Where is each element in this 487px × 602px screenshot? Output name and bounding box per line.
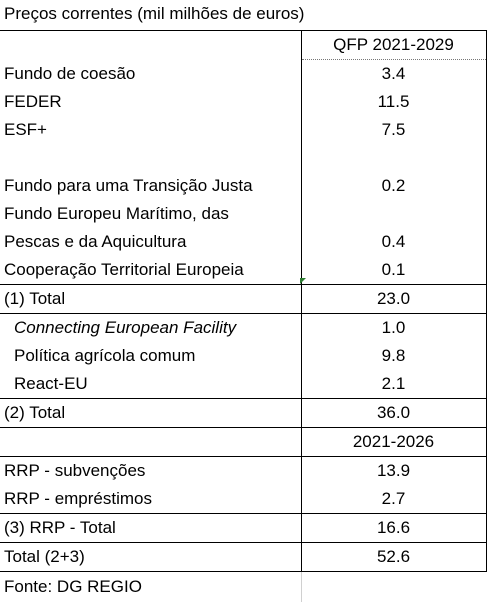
table-row: Fundo Europeu Marítimo, das: [0, 200, 486, 228]
spacer-value-cell: [301, 144, 486, 172]
subtotal-value: 23.0: [301, 285, 486, 314]
table-row: RRP - empréstimos 2.7: [0, 485, 486, 514]
subtotal-label: (1) Total: [0, 285, 301, 314]
table-row: Fundo para uma Transição Justa 0.2: [0, 172, 486, 200]
cell-comment-indicator: [300, 278, 306, 284]
table-row: React-EU 2.1: [0, 370, 486, 399]
grand-total-row: Total (2+3) 52.6: [0, 543, 486, 572]
row-label: ESF+: [0, 116, 301, 144]
header-period-cell: QFP 2021-2029: [301, 31, 486, 60]
subtotal-label: (3) RRP - Total: [0, 514, 301, 543]
table-row: Política agrícola comum 9.8: [0, 342, 486, 370]
table-row: FEDER 11.5: [0, 88, 486, 116]
subtotal-label: (2) Total: [0, 399, 301, 428]
row-label: Pescas e da Aquicultura: [0, 228, 301, 256]
table-row: Connecting European Facility 1.0: [0, 314, 486, 343]
row-value: 1.0: [301, 314, 486, 343]
row-value: 2.1: [301, 370, 486, 399]
header-period-cell: 2021-2026: [301, 428, 486, 457]
row-value: 9.8: [301, 342, 486, 370]
row-label: FEDER: [0, 88, 301, 116]
header-label-cell: [0, 428, 301, 457]
subtotal-row: (3) RRP - Total 16.6: [0, 514, 486, 543]
header-label-cell: [0, 31, 301, 60]
row-value: 0.2: [301, 172, 486, 200]
table-row: RRP - subvenções 13.9: [0, 457, 486, 486]
subtotal-row: (1) Total 23.0: [0, 285, 486, 314]
row-value: 3.4: [301, 60, 486, 89]
spacer-row: [0, 144, 486, 172]
row-label: React-EU: [0, 370, 301, 399]
grand-total-value: 52.6: [301, 543, 486, 572]
table-row: ESF+ 7.5: [0, 116, 486, 144]
row-label: RRP - empréstimos: [0, 485, 301, 514]
source-row: Fonte: DG REGIO: [0, 572, 486, 602]
header-row: 2021-2026: [0, 428, 486, 457]
row-value: 2.7: [301, 485, 486, 514]
row-value: 0.4: [301, 228, 486, 256]
subtotal-value: 16.6: [301, 514, 486, 543]
source-empty-cell: [301, 572, 486, 602]
table-title: Preços correntes (mil milhões de euros): [4, 3, 304, 25]
table-row: Cooperação Territorial Europeia 0.1: [0, 256, 486, 285]
spacer-cell: [0, 144, 301, 172]
row-value: 7.5: [301, 116, 486, 144]
header-row: QFP 2021-2029: [0, 31, 486, 60]
row-label: RRP - subvenções: [0, 457, 301, 486]
row-label: Fundo Europeu Marítimo, das: [0, 200, 301, 228]
row-label: Connecting European Facility: [0, 314, 301, 343]
row-label: Fundo de coesão: [0, 60, 301, 89]
funds-table: QFP 2021-2029 Fundo de coesão 3.4 FEDER …: [0, 30, 487, 602]
row-value: [301, 200, 486, 228]
source-note: Fonte: DG REGIO: [0, 572, 301, 602]
subtotal-value: 36.0: [301, 399, 486, 428]
table-row: Pescas e da Aquicultura 0.4: [0, 228, 486, 256]
row-value: 0.1: [301, 256, 486, 285]
row-value: 13.9: [301, 457, 486, 486]
table-row: Fundo de coesão 3.4: [0, 60, 486, 89]
row-label: Cooperação Territorial Europeia: [0, 256, 301, 285]
row-label: Fundo para uma Transição Justa: [0, 172, 301, 200]
row-value: 11.5: [301, 88, 486, 116]
row-label: Política agrícola comum: [0, 342, 301, 370]
grand-total-label: Total (2+3): [0, 543, 301, 572]
subtotal-row: (2) Total 36.0: [0, 399, 486, 428]
